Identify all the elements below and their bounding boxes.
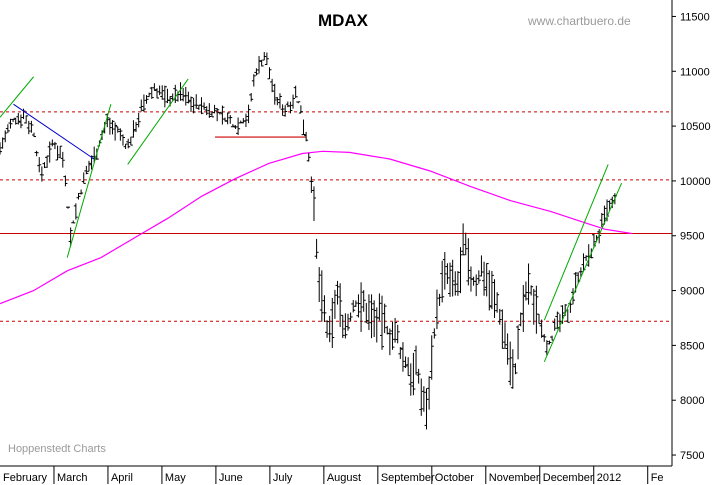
x-tick-label: 2012 xyxy=(597,472,621,484)
x-tick-label: April xyxy=(111,472,133,484)
trend-line xyxy=(13,103,95,160)
watermark: www.chartbuero.de xyxy=(527,14,631,28)
x-tick-label: June xyxy=(219,472,243,484)
trend-line xyxy=(127,78,189,165)
x-tick-label: December xyxy=(543,472,594,484)
x-tick-label: May xyxy=(165,472,186,484)
x-tick-label: Fe xyxy=(651,472,664,484)
x-tick-label: February xyxy=(3,472,48,484)
trend-line xyxy=(66,104,112,258)
y-tick-label: 8000 xyxy=(680,395,704,407)
y-tick-label: 8500 xyxy=(680,340,704,352)
y-tick-label: 9000 xyxy=(680,286,704,298)
y-tick-label: 11500 xyxy=(680,11,710,23)
moving-average-polyline xyxy=(0,150,632,305)
y-axis: 11500 11000 10500 10000 9500 9000 8500 8000 7500 xyxy=(671,0,711,466)
plot-area xyxy=(0,0,672,466)
x-tick-label: September xyxy=(381,472,435,484)
trend-lines xyxy=(0,76,623,363)
x-tick-label: November xyxy=(489,472,540,484)
y-tick-label: 11000 xyxy=(680,66,710,78)
ohlc-bars xyxy=(0,52,617,430)
x-tick-label: July xyxy=(273,472,293,484)
chart-title: MDAX xyxy=(318,11,369,30)
x-tick-label: October xyxy=(435,472,474,484)
y-tick-label: 10500 xyxy=(680,121,711,133)
trend-line xyxy=(543,164,609,321)
y-tick-label: 7500 xyxy=(680,450,704,462)
moving-average-line xyxy=(0,150,632,305)
credit-label: Hoppenstedt Charts xyxy=(8,443,106,455)
trend-line xyxy=(0,76,34,118)
y-tick-label: 10000 xyxy=(680,176,711,188)
y-tick-label: 9500 xyxy=(680,231,704,243)
x-tick-label: March xyxy=(57,472,88,484)
trend-line xyxy=(543,182,623,363)
x-tick-label: August xyxy=(327,472,361,484)
x-axis: February March April May June July August Septe… xyxy=(0,465,672,484)
